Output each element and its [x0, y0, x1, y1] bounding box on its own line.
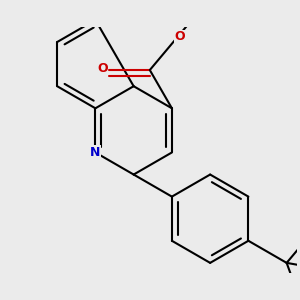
Text: O: O [97, 62, 108, 75]
Text: N: N [90, 146, 100, 159]
Text: O: O [175, 30, 185, 43]
